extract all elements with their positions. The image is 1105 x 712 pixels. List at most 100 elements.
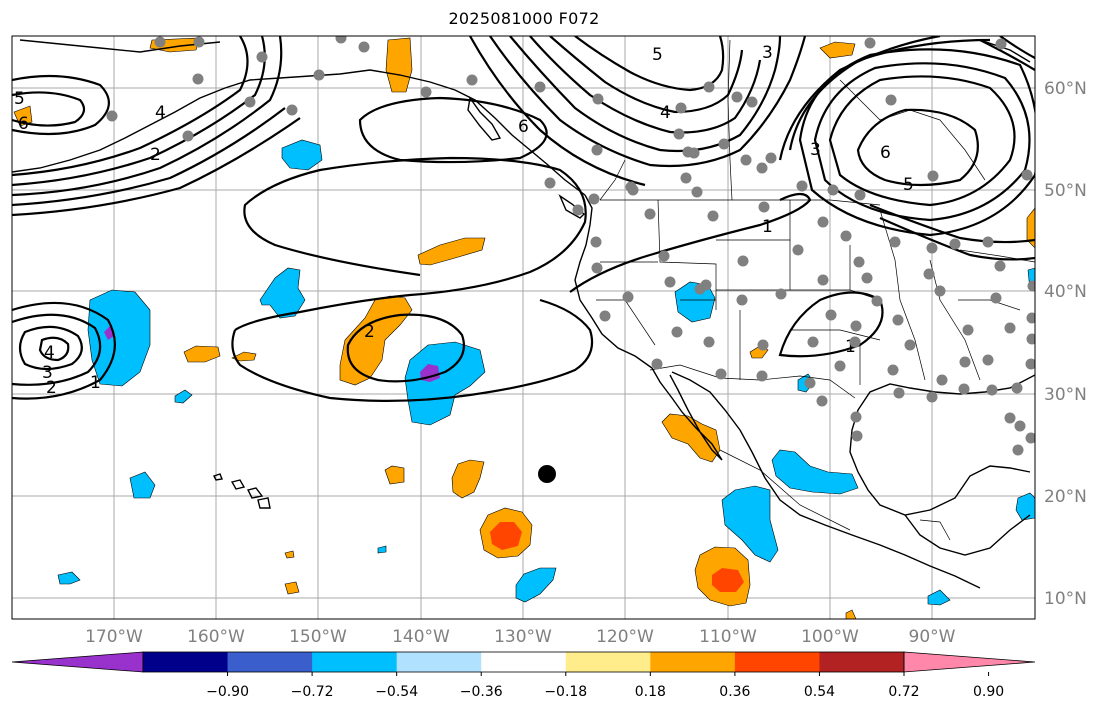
colorbar-segment xyxy=(481,652,567,672)
colorbar-tick-label: 0.54 xyxy=(804,684,835,700)
map-frame xyxy=(11,35,1036,620)
colorbar-segment xyxy=(396,652,482,672)
station-dot xyxy=(1027,280,1035,292)
lon-label: 160°W xyxy=(187,627,245,647)
colorbar-segment xyxy=(650,652,736,672)
station-dot xyxy=(572,204,584,216)
station-dot xyxy=(244,96,256,108)
station-dot xyxy=(885,94,897,106)
contour-label: 5 xyxy=(903,175,914,195)
contour-label: 3 xyxy=(42,363,53,383)
station-dot xyxy=(1004,322,1016,334)
station-dot xyxy=(1021,169,1033,181)
contour-label: 1 xyxy=(762,217,773,237)
station-markers xyxy=(106,36,1035,456)
lat-label: 20°N xyxy=(1044,487,1087,507)
station-dot xyxy=(861,272,873,284)
colorbar-segment xyxy=(819,652,905,672)
station-dot xyxy=(700,279,712,291)
station-dot xyxy=(853,256,865,268)
station-dot xyxy=(923,268,935,280)
contour-label: 2 xyxy=(46,378,57,398)
colorbar-extend-low xyxy=(11,651,144,673)
station-dot xyxy=(849,336,861,348)
lon-label: 130°W xyxy=(494,627,552,647)
station-dot xyxy=(807,336,819,348)
station-dot xyxy=(740,154,752,166)
station-dot xyxy=(757,339,769,351)
station-dot xyxy=(827,184,839,196)
station-dot xyxy=(737,255,749,267)
station-dot xyxy=(664,276,676,288)
station-dot xyxy=(707,210,719,222)
station-dot xyxy=(718,138,730,150)
station-dot xyxy=(286,104,298,116)
lon-label: 140°W xyxy=(392,627,450,647)
station-dot xyxy=(825,309,837,321)
lon-label: 120°W xyxy=(596,627,654,647)
station-dot xyxy=(817,274,829,286)
station-dot xyxy=(651,358,663,370)
station-dot xyxy=(934,285,946,297)
colorbar-tick-label: −0.72 xyxy=(291,684,334,700)
station-dot xyxy=(850,411,862,423)
station-dot xyxy=(840,230,852,242)
station-dot xyxy=(192,73,204,85)
station-dot xyxy=(256,51,268,63)
station-dot xyxy=(622,291,634,303)
station-dot xyxy=(675,102,687,114)
colorbar-extend-high xyxy=(903,651,1036,673)
colorbar-segment xyxy=(227,652,313,672)
station-dot xyxy=(816,395,828,407)
contour-label: 4 xyxy=(44,343,55,363)
longitude-labels: 170°W 160°W 150°W 140°W 130°W 120°W 110°… xyxy=(85,627,956,647)
station-dot xyxy=(892,314,904,326)
station-dot xyxy=(358,41,370,53)
location-marker xyxy=(538,465,556,483)
latitude-labels: 60°N 50°N 40°N 30°N 20°N 10°N xyxy=(1044,79,1087,609)
station-dot xyxy=(958,383,970,395)
station-dot xyxy=(854,189,866,201)
colorbar-tick-label: 0.72 xyxy=(888,684,919,700)
contour-label: 3 xyxy=(810,140,821,160)
colorbar-tick-label: 0.18 xyxy=(635,684,666,700)
contour-label: 1 xyxy=(90,373,101,393)
coastlines xyxy=(12,39,1035,589)
contour-label: 5 xyxy=(14,89,25,109)
station-dot xyxy=(887,364,899,376)
station-dot xyxy=(1011,382,1023,394)
lon-label: 100°W xyxy=(801,627,859,647)
station-dot xyxy=(154,36,166,48)
lon-label: 90°W xyxy=(909,627,956,647)
station-dot xyxy=(982,236,994,248)
station-dot xyxy=(926,242,938,254)
map-title: 2025081000 F072 xyxy=(448,9,600,28)
lon-label: 150°W xyxy=(289,627,347,647)
colorbar-segment xyxy=(565,652,651,672)
station-dot xyxy=(627,184,639,196)
station-dot xyxy=(1026,312,1035,324)
station-dot xyxy=(982,354,994,366)
station-dot xyxy=(850,320,862,332)
colorbar-tick-label: −0.18 xyxy=(544,684,587,700)
station-dot xyxy=(688,147,700,159)
colorbar-tick-label: −0.54 xyxy=(375,684,418,700)
station-dot xyxy=(851,430,863,442)
lat-label: 60°N xyxy=(1044,79,1087,99)
station-dot xyxy=(949,238,961,250)
station-dot xyxy=(193,36,205,48)
station-dot xyxy=(1014,420,1026,432)
contour-label: 4 xyxy=(155,103,166,123)
station-dot xyxy=(889,236,901,248)
station-dot xyxy=(990,292,1002,304)
colorbar-segment xyxy=(734,652,820,672)
station-dot xyxy=(1004,412,1016,424)
lat-label: 40°N xyxy=(1044,282,1087,302)
station-dot xyxy=(691,186,703,198)
station-dot xyxy=(599,310,611,322)
station-dot xyxy=(591,262,603,274)
station-dot xyxy=(335,36,347,44)
station-dot xyxy=(534,81,546,93)
station-dot xyxy=(927,170,939,182)
station-dot xyxy=(736,294,748,306)
